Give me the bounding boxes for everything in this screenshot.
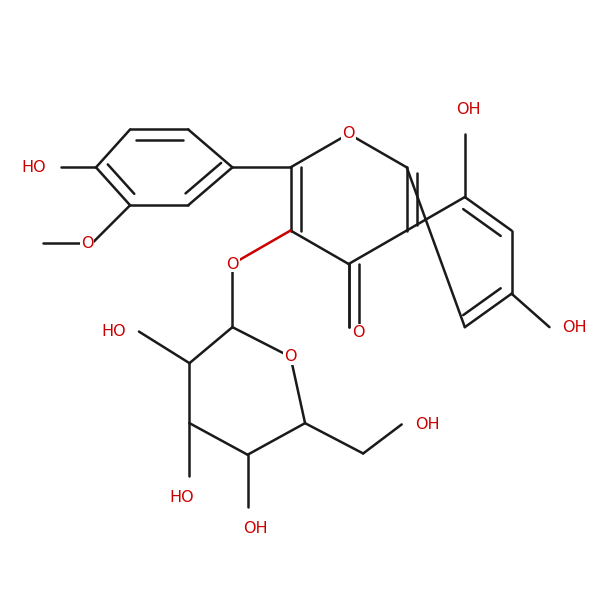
Text: OH: OH bbox=[243, 521, 268, 536]
Text: HO: HO bbox=[22, 160, 46, 175]
Text: O: O bbox=[81, 236, 94, 251]
Text: O: O bbox=[226, 257, 239, 271]
Text: OH: OH bbox=[415, 417, 439, 432]
Text: HO: HO bbox=[170, 490, 194, 505]
Text: HO: HO bbox=[101, 324, 126, 339]
Text: OH: OH bbox=[455, 103, 481, 118]
Text: OH: OH bbox=[562, 320, 587, 335]
Text: O: O bbox=[284, 349, 297, 364]
Text: O: O bbox=[343, 127, 355, 142]
Text: O: O bbox=[352, 325, 364, 340]
